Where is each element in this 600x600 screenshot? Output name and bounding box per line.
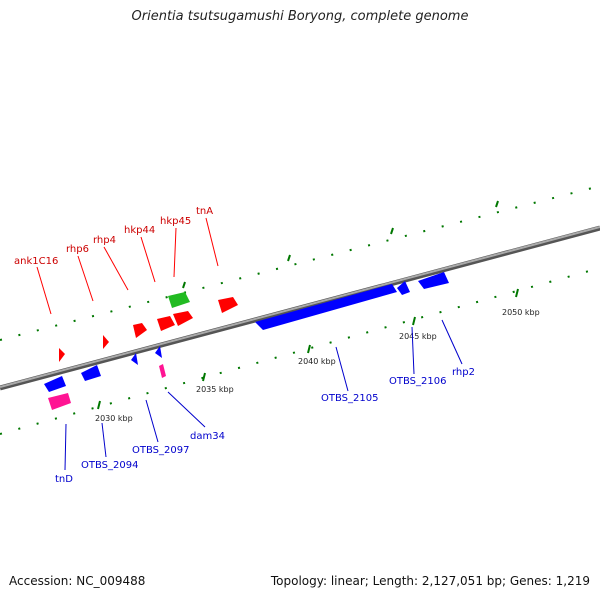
scale-label: 2030 kbp: [95, 414, 133, 423]
gene-label-hkp44: hkp44: [124, 225, 155, 236]
major-ticks: [97, 200, 519, 410]
gene-label-OTBS_2094: OTBS_2094: [81, 460, 138, 471]
gene-label-tnD: tnD: [55, 474, 73, 485]
genome-backbone: [0, 225, 600, 391]
topology-summary: Topology: linear; Length: 2,127,051 bp; …: [270, 574, 590, 588]
gene-label-OTBS_2106: OTBS_2106: [389, 376, 446, 387]
gene-rhp4[interactable]: [133, 323, 147, 338]
accession-text: Accession: NC_009488: [9, 574, 146, 588]
gene-label-rhp2: rhp2: [452, 367, 475, 378]
forward-leader-lines: [36, 217, 219, 315]
gene-label-dam34: dam34: [190, 431, 225, 442]
gene-OTBS_2097[interactable]: [131, 353, 138, 365]
gene-tnD-blue[interactable]: [44, 376, 66, 392]
gene-label-tnA: tnA: [196, 206, 213, 217]
scale-label: 2040 kbp: [298, 357, 336, 366]
gene-label-ank1C16: ank1C16: [14, 256, 58, 267]
gene-OTBS_2106[interactable]: [397, 281, 410, 295]
reverse-genes: [44, 272, 449, 410]
gene-tnD[interactable]: [48, 393, 71, 410]
scale-label: 2050 kbp: [502, 308, 540, 317]
gene-hkp44[interactable]: [157, 316, 175, 331]
gene-OTBS_2094[interactable]: [81, 365, 101, 381]
reverse-leader-lines: [64, 319, 463, 471]
gene-OTBS_2105[interactable]: [255, 284, 397, 330]
gene-label-rhp4: rhp4: [93, 235, 116, 246]
gene-rhp6[interactable]: [103, 335, 109, 349]
gene-ank1C16[interactable]: [59, 348, 65, 362]
forward-genes: [59, 292, 238, 362]
gene-label-hkp45: hkp45: [160, 216, 191, 227]
gene-tnA[interactable]: [218, 297, 238, 313]
gene-rna[interactable]: [159, 364, 166, 378]
gene-rhp2[interactable]: [418, 272, 449, 289]
map-title: Orientia tsutsugamushi Boryong, complete…: [131, 9, 469, 24]
gene-label-OTBS_2105: OTBS_2105: [321, 393, 378, 404]
gene-hkp45[interactable]: [168, 292, 190, 308]
gene-hkp44b[interactable]: [173, 311, 193, 326]
scale-label: 2035 kbp: [196, 385, 234, 394]
gene-dam34[interactable]: [155, 346, 162, 358]
gene-label-rhp6: rhp6: [66, 244, 89, 255]
scale-label: 2045 kbp: [399, 332, 437, 341]
gene-label-OTBS_2097: OTBS_2097: [132, 445, 189, 456]
